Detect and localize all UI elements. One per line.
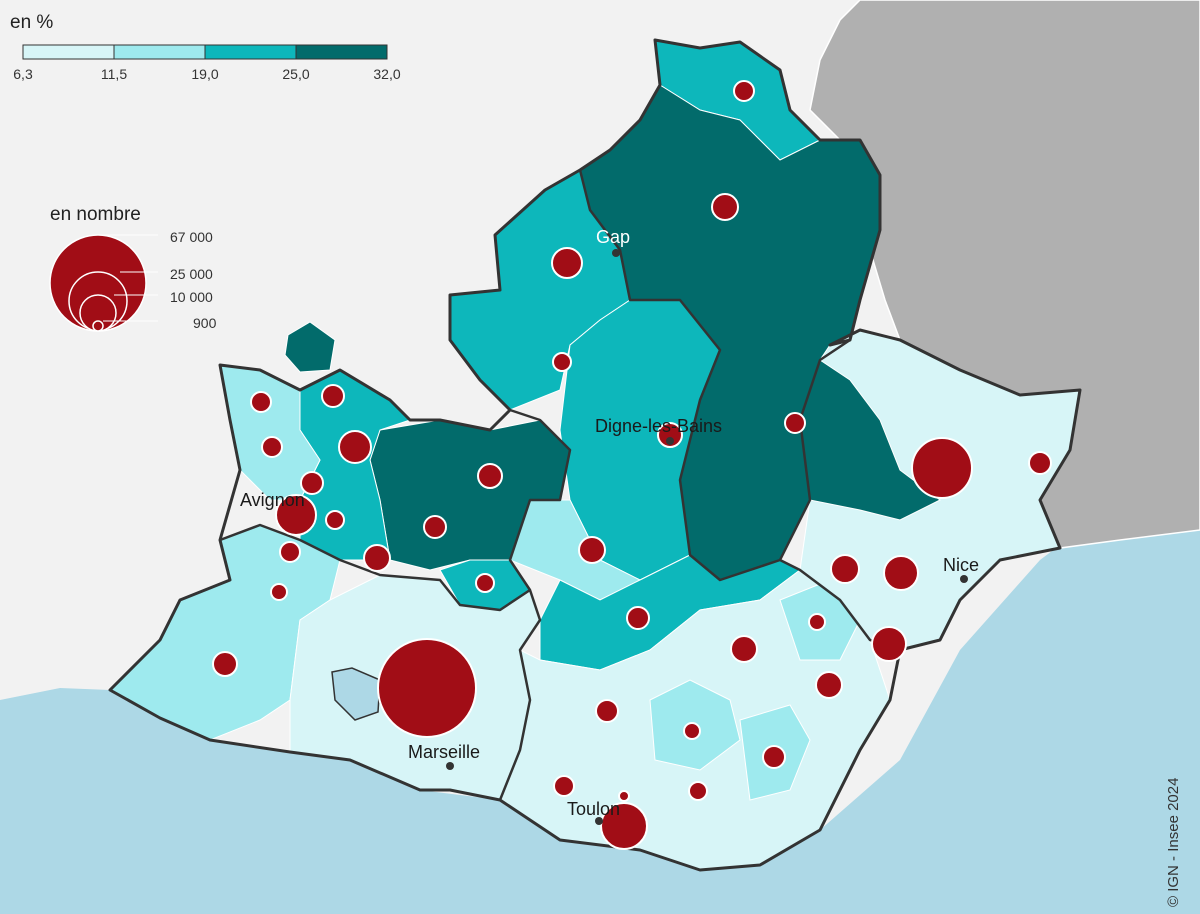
circle-barcelonnette bbox=[784, 412, 806, 434]
city-dot-gap bbox=[612, 249, 620, 257]
circle-apt bbox=[363, 544, 391, 572]
zone-enclave bbox=[284, 321, 336, 373]
circle-brignoles bbox=[730, 635, 758, 663]
city-label-avignon: Avignon bbox=[240, 490, 305, 510]
legend-circle-900 bbox=[92, 320, 104, 332]
circle-hyeres bbox=[688, 781, 708, 801]
circle-draguignan bbox=[815, 671, 843, 699]
department-borders bbox=[219, 169, 901, 801]
city-dot-marseille bbox=[446, 762, 454, 770]
circle-orange bbox=[300, 471, 324, 495]
circle-saint-maximin bbox=[595, 699, 619, 723]
circle-bollene bbox=[261, 436, 283, 458]
circle-nice bbox=[911, 437, 973, 499]
city-markers bbox=[446, 249, 968, 825]
region-border bbox=[108, 38, 1082, 872]
city-label-nice: Nice bbox=[943, 555, 979, 575]
legend-percent-break-5: 32,0 bbox=[373, 66, 400, 82]
circle-cannes bbox=[871, 626, 907, 662]
legend-percent-class-2 bbox=[113, 44, 206, 60]
circle-sisteron bbox=[477, 463, 503, 489]
legend-percent-class-1 bbox=[22, 44, 115, 60]
etang-de-berre bbox=[331, 667, 381, 721]
city-dot-nice bbox=[960, 575, 968, 583]
circle-aubagne bbox=[553, 775, 575, 797]
legend-count-label-900: 900 bbox=[193, 315, 217, 331]
circle-menton bbox=[1028, 451, 1052, 475]
circle-la-seyne bbox=[618, 790, 630, 802]
circle-carpentras bbox=[338, 430, 372, 464]
city-dot-toulon bbox=[595, 817, 603, 825]
circle-pertuis bbox=[626, 606, 650, 630]
circle-gap bbox=[551, 247, 583, 279]
legend-percent-title: en % bbox=[10, 12, 53, 33]
circle-laragne bbox=[552, 352, 572, 372]
circle-fayence bbox=[808, 613, 826, 631]
legend-percent-break-2: 11,5 bbox=[101, 66, 127, 82]
circle-vence bbox=[830, 554, 860, 584]
circle-marseille bbox=[377, 638, 477, 738]
city-dot-digne bbox=[666, 437, 674, 445]
circle-avignon bbox=[275, 494, 317, 536]
legend-count-circles bbox=[49, 234, 158, 332]
circle-arles bbox=[212, 651, 238, 677]
circle-manosque bbox=[578, 536, 606, 564]
circle-lauris bbox=[475, 573, 495, 593]
circle-nyons bbox=[250, 391, 272, 413]
legend-count-label-10000: 10 000 bbox=[170, 289, 213, 305]
legend-count-title: en nombre bbox=[50, 204, 141, 225]
circle-briancon bbox=[733, 80, 755, 102]
city-label-toulon: Toulon bbox=[567, 799, 620, 819]
circle-salon bbox=[270, 583, 288, 601]
circle-lisle bbox=[325, 510, 345, 530]
legend-count-label-25000: 25 000 bbox=[170, 266, 213, 282]
legend-percent-class-4 bbox=[295, 44, 388, 60]
circle-cuers bbox=[683, 722, 701, 740]
circle-embrun bbox=[711, 193, 739, 221]
circle-chateaurenard bbox=[279, 541, 301, 563]
proportional-circles bbox=[212, 80, 1052, 850]
circle-cavaillon bbox=[423, 515, 447, 539]
circle-valreas bbox=[321, 384, 345, 408]
city-label-gap: Gap bbox=[596, 227, 630, 247]
circle-grasse bbox=[883, 555, 919, 591]
copyright-text: © IGN - Insee 2024 bbox=[1165, 778, 1182, 907]
city-label-digne: Digne-les-Bains bbox=[595, 416, 722, 436]
circle-toulon bbox=[600, 802, 648, 850]
circle-frejus bbox=[762, 745, 786, 769]
legend-count-label-67000: 67 000 bbox=[170, 229, 213, 245]
legend-percent-class-3 bbox=[204, 44, 297, 60]
circle-digne bbox=[657, 422, 683, 448]
city-label-marseille: Marseille bbox=[408, 742, 480, 762]
legend-percent-break-4: 25,0 bbox=[282, 66, 309, 82]
legend-percent-break-3: 19,0 bbox=[191, 66, 218, 82]
sea-area bbox=[0, 470, 1200, 914]
legend-percent-bar: 6,3 11,5 19,0 25,0 32,0 bbox=[13, 44, 401, 82]
legend-percent-break-1: 6,3 bbox=[13, 66, 33, 82]
